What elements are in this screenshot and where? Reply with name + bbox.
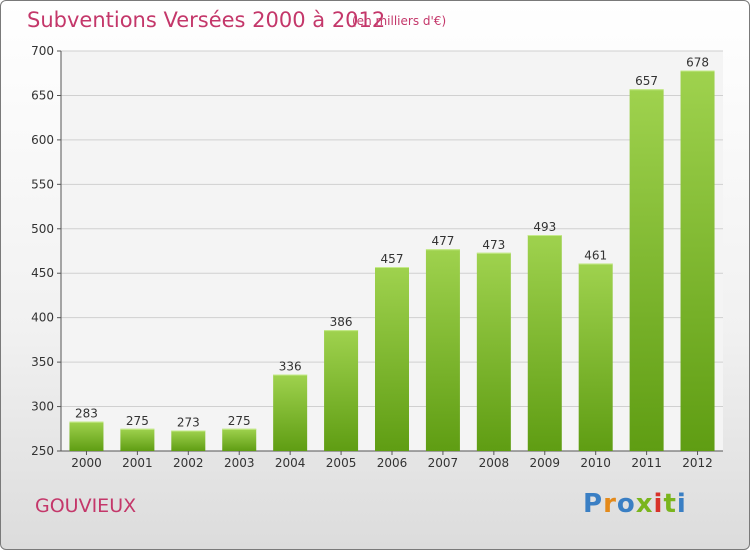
bar	[578, 263, 613, 451]
bar-value-label: 461	[584, 248, 607, 262]
x-tick-label: 2011	[631, 456, 662, 470]
chart-subtitle: (en milliers d'€)	[352, 14, 447, 28]
logo-letter: P	[583, 489, 604, 519]
x-tick-label: 2006	[377, 456, 408, 470]
bar	[476, 252, 511, 451]
bar	[425, 249, 460, 451]
bar-value-label: 336	[279, 360, 302, 374]
x-tick-label: 2002	[173, 456, 204, 470]
y-tick-label: 550	[31, 177, 54, 191]
logo-letter: x	[635, 489, 654, 519]
bar	[69, 421, 104, 451]
bar	[120, 428, 155, 451]
bar	[324, 330, 359, 451]
bar	[527, 235, 562, 451]
x-tick-label: 2008	[479, 456, 510, 470]
y-tick-label: 350	[31, 355, 54, 369]
x-tick-label: 2001	[122, 456, 153, 470]
y-tick-label: 650	[31, 88, 54, 102]
bar-value-label: 657	[635, 74, 658, 88]
bar	[375, 267, 409, 451]
bar-value-label: 493	[533, 220, 556, 234]
logo-letter: i	[653, 489, 664, 519]
bar-value-label: 386	[330, 315, 353, 329]
logo-letter: i	[676, 489, 687, 519]
x-tick-label: 2012	[682, 456, 713, 470]
x-tick-label: 2000	[71, 456, 102, 470]
bar-value-label: 477	[431, 234, 454, 248]
x-tick-label: 2005	[326, 456, 357, 470]
x-tick-label: 2007	[428, 456, 459, 470]
commune-name: GOUVIEUX	[35, 495, 137, 517]
logo-letter: r	[603, 489, 617, 519]
proxiti-logo: Proxiti	[583, 489, 687, 519]
y-tick-label: 600	[31, 133, 54, 147]
bar	[680, 70, 715, 452]
x-tick-label: 2009	[529, 456, 560, 470]
bar-value-label: 275	[126, 414, 149, 428]
x-tick-label: 2010	[580, 456, 611, 470]
y-tick-label: 700	[31, 44, 54, 58]
y-tick-label: 450	[31, 266, 54, 280]
bar-value-label: 275	[228, 414, 251, 428]
chart-title: Subventions Versées 2000 à 2012	[27, 8, 386, 32]
y-tick-label: 500	[31, 222, 54, 236]
bar-value-label: 457	[381, 252, 404, 266]
bar	[171, 430, 206, 451]
bar-value-label: 283	[75, 407, 98, 421]
bar	[273, 374, 308, 451]
x-tick-label: 2003	[224, 456, 255, 470]
bar-value-label: 678	[686, 56, 709, 70]
logo-letter: t	[663, 489, 677, 519]
bar-value-label: 473	[482, 238, 505, 252]
y-tick-label: 400	[31, 311, 54, 325]
y-tick-label: 250	[31, 444, 54, 458]
y-tick-label: 300	[31, 400, 54, 414]
logo-letter: o	[616, 489, 636, 519]
bar	[222, 428, 257, 451]
bar	[629, 89, 664, 451]
bar-value-label: 273	[177, 416, 200, 430]
x-tick-label: 2004	[275, 456, 306, 470]
